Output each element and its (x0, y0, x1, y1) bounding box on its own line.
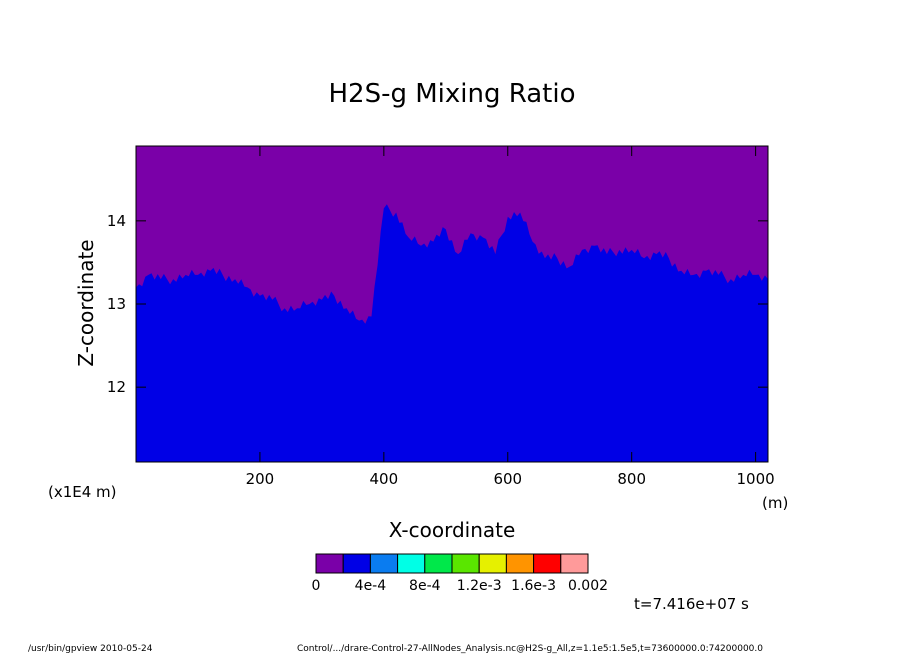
colorbar-label: 4e-4 (355, 578, 387, 594)
colorbar-swatch (397, 553, 426, 574)
x-tick-label: 1000 (737, 470, 775, 488)
plot-area (135, 145, 769, 463)
colorbar-swatch (369, 553, 399, 574)
x-tick-label: 600 (493, 470, 522, 488)
y-tick-label: 12 (107, 378, 126, 396)
colorbar: 0 4e-4 8e-4 1.2e-3 1.6e-3 0.002 (312, 553, 608, 594)
y-axis-label: Z-coordinate (74, 239, 98, 366)
x-tick-label: 200 (246, 470, 275, 488)
colorbar-swatch (533, 553, 562, 574)
colorbar-label: 0.002 (568, 578, 608, 594)
time-label: t=7.416e+07 s (634, 595, 749, 613)
footer-left: /usr/bin/gpview 2010-05-24 (28, 644, 153, 654)
x-tick-label: 800 (617, 470, 646, 488)
y-tick-label: 13 (107, 295, 126, 313)
x-tick-label: 400 (370, 470, 399, 488)
colorbar-label: 1.6e-3 (511, 578, 556, 594)
colorbar-swatch (560, 553, 589, 574)
x-unit-label: (m) (762, 494, 788, 512)
colorbar-label: 1.2e-3 (457, 578, 502, 594)
colorbar-swatch (342, 553, 371, 574)
colorbar-label: 0 (312, 578, 321, 594)
y-tick-label: 14 (107, 212, 126, 230)
low-value-region (136, 204, 768, 462)
colorbar-swatch (478, 553, 507, 574)
colorbar-swatch (315, 553, 344, 574)
colorbar-swatch (424, 553, 453, 574)
chart-title: H2S-g Mixing Ratio (328, 79, 575, 109)
colorbar-swatch (505, 553, 535, 574)
x-axis-label: X-coordinate (389, 518, 516, 542)
y-unit-label: (x1E4 m) (48, 483, 117, 501)
footer-right: Control/.../drare-Control-27-AllNodes_An… (297, 644, 763, 654)
colorbar-label: 8e-4 (409, 578, 441, 594)
x-axis: 200 400 600 800 1000 (246, 146, 775, 488)
colorbar-swatch (451, 553, 480, 574)
y-axis: 12 13 14 (107, 212, 768, 396)
